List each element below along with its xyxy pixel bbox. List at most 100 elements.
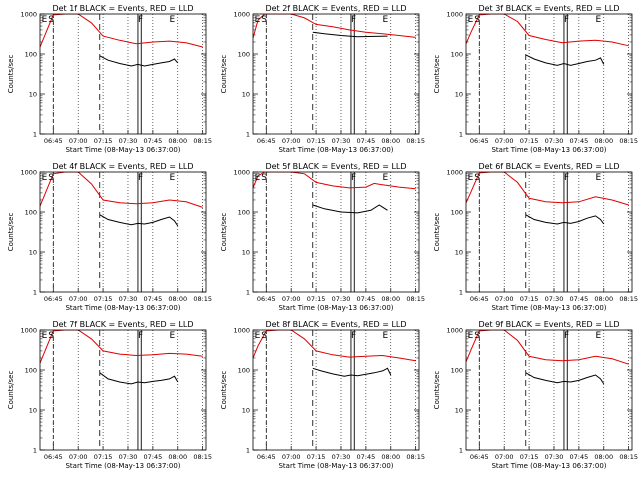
x-tick-label: 07:45	[144, 295, 163, 303]
x-tick-label: 07:00	[282, 453, 301, 461]
y-tick-label: 10	[29, 90, 37, 98]
chart-panel-9: Det 9f BLACK = Events, RED = LLD Counts/s…	[433, 320, 638, 470]
series-events-line	[312, 367, 392, 377]
chart-title: Det 1f BLACK = Events, RED = LLD	[52, 4, 193, 13]
phase-marker: F	[564, 15, 569, 25]
phase-marker: E	[595, 331, 601, 341]
x-tick-label: 07:30	[332, 295, 351, 303]
y-tick-label: 1	[459, 446, 463, 454]
y-tick-label: 1	[459, 130, 463, 138]
phase-marker: F	[351, 173, 356, 183]
x-tick-label: 07:00	[282, 295, 301, 303]
phase-marker: S	[261, 15, 267, 25]
chart-panel-1: Det 1f BLACK = Events, RED = LLD Counts/s…	[7, 4, 212, 154]
phase-marker: E	[255, 15, 261, 25]
x-tick-label: 08:00	[381, 137, 400, 145]
y-tick-label: 1000	[233, 168, 250, 176]
series-events-line	[99, 372, 179, 385]
series-group	[466, 330, 629, 385]
y-tick-label: 10	[242, 406, 250, 414]
panels-container: Det 1f BLACK = Events, RED = LLD Counts/s…	[7, 4, 638, 470]
x-tick-label: 07:00	[495, 295, 514, 303]
phase-marker: F	[564, 331, 569, 341]
x-tick-label: 07:15	[520, 453, 539, 461]
y-tick-label: 1	[33, 446, 37, 454]
phase-marker: E	[595, 15, 601, 25]
x-tick-label: 08:15	[193, 137, 212, 145]
y-tick-label: 10	[455, 406, 463, 414]
series-events-line	[312, 204, 388, 214]
y-tick-label: 1000	[446, 168, 463, 176]
x-tick-label: 07:15	[520, 295, 539, 303]
x-axis-label: Start Time (08-May-13 06:37:00)	[65, 462, 180, 470]
phase-marker: E	[42, 331, 48, 341]
x-tick-label: 07:00	[495, 137, 514, 145]
phase-marker: F	[138, 15, 143, 25]
series-lld-line	[253, 330, 416, 362]
x-axis-label: Start Time (08-May-13 06:37:00)	[65, 146, 180, 154]
chart-panel-2: Det 2f BLACK = Events, RED = LLD Counts/s…	[220, 4, 425, 154]
phase-marker: E	[169, 331, 175, 341]
phase-marker: E	[595, 173, 601, 183]
series-group	[253, 14, 416, 39]
x-tick-label: 08:00	[168, 453, 187, 461]
series-lld-line	[466, 330, 629, 365]
y-tick-label: 10	[29, 248, 37, 256]
series-lld-line	[253, 14, 416, 39]
chart-panel-5: Det 5f BLACK = Events, RED = LLD Counts/s…	[220, 162, 425, 312]
chart-panel-3: Det 3f BLACK = Events, RED = LLD Counts/s…	[433, 4, 638, 154]
x-tick-label: 07:15	[94, 453, 113, 461]
y-tick-label: 1	[246, 446, 250, 454]
phase-marker: E	[468, 173, 474, 183]
y-tick-label: 10	[455, 90, 463, 98]
y-axis-label: Counts/sec	[7, 371, 15, 410]
x-tick-label: 07:00	[495, 453, 514, 461]
phase-marker: F	[351, 331, 356, 341]
x-tick-label: 08:15	[406, 137, 425, 145]
chart-panel-6: Det 6f BLACK = Events, RED = LLD Counts/s…	[433, 162, 638, 312]
series-group	[253, 330, 416, 377]
y-axis-label: Counts/sec	[220, 213, 228, 252]
phase-marker: E	[468, 15, 474, 25]
x-tick-label: 08:00	[594, 295, 613, 303]
x-tick-label: 06:45	[257, 453, 276, 461]
x-tick-label: 07:30	[119, 453, 138, 461]
x-tick-label: 08:15	[619, 137, 638, 145]
phase-marker: F	[138, 331, 143, 341]
y-tick-label: 1	[459, 288, 463, 296]
x-tick-label: 06:45	[44, 295, 63, 303]
x-tick-label: 06:45	[44, 453, 63, 461]
x-axis-label: Start Time (08-May-13 06:37:00)	[491, 304, 606, 312]
x-tick-label: 07:00	[69, 453, 88, 461]
x-tick-label: 07:15	[307, 295, 326, 303]
series-events-line	[525, 214, 605, 225]
phase-marker: F	[351, 15, 356, 25]
series-group	[253, 172, 416, 214]
phase-marker: E	[382, 15, 388, 25]
y-tick-label: 100	[451, 50, 463, 58]
chart-title: Det 4f BLACK = Events, RED = LLD	[52, 162, 193, 171]
x-tick-label: 06:45	[44, 137, 63, 145]
x-tick-label: 07:30	[332, 453, 351, 461]
y-tick-label: 1000	[20, 326, 37, 334]
series-group	[40, 172, 203, 227]
x-tick-label: 08:15	[619, 295, 638, 303]
axes-frame	[465, 329, 633, 451]
series-lld-line	[253, 172, 416, 190]
x-tick-label: 07:00	[282, 137, 301, 145]
y-tick-label: 1	[246, 288, 250, 296]
axes-frame	[39, 329, 207, 451]
y-tick-label: 10	[242, 90, 250, 98]
y-tick-label: 1000	[233, 326, 250, 334]
y-tick-label: 1000	[20, 10, 37, 18]
x-axis-label: Start Time (08-May-13 06:37:00)	[491, 462, 606, 470]
series-events-line	[525, 54, 605, 66]
x-tick-label: 06:45	[470, 295, 489, 303]
phase-marker: E	[169, 15, 175, 25]
y-tick-label: 1000	[446, 326, 463, 334]
chart-panel-8: Det 8f BLACK = Events, RED = LLD Counts/s…	[220, 320, 425, 470]
y-tick-label: 100	[451, 208, 463, 216]
x-tick-label: 07:45	[570, 453, 589, 461]
axes-frame	[252, 13, 420, 135]
